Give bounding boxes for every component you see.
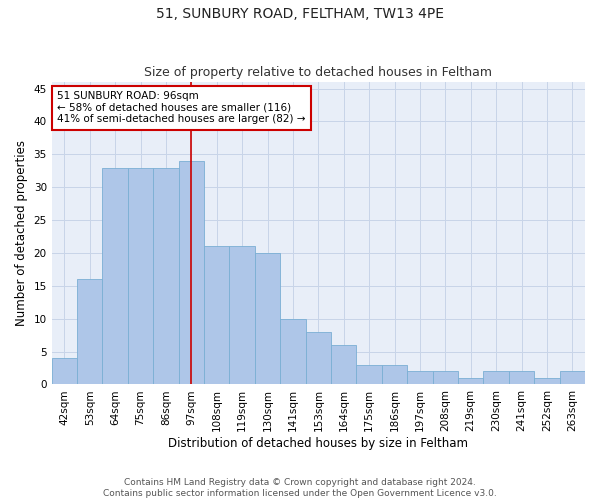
Bar [560,372,585,384]
Text: Contains HM Land Registry data © Crown copyright and database right 2024.
Contai: Contains HM Land Registry data © Crown c… [103,478,497,498]
Bar [484,372,509,384]
Bar [305,332,331,384]
Bar [509,372,534,384]
Bar [128,168,153,384]
Bar [204,246,229,384]
Bar [52,358,77,384]
Text: 51 SUNBURY ROAD: 96sqm
← 58% of detached houses are smaller (116)
41% of semi-de: 51 SUNBURY ROAD: 96sqm ← 58% of detached… [57,91,305,124]
Text: 51, SUNBURY ROAD, FELTHAM, TW13 4PE: 51, SUNBURY ROAD, FELTHAM, TW13 4PE [156,8,444,22]
Bar [458,378,484,384]
Bar [229,246,255,384]
Bar [77,280,103,384]
Bar [331,345,356,385]
X-axis label: Distribution of detached houses by size in Feltham: Distribution of detached houses by size … [169,437,469,450]
Bar [534,378,560,384]
Title: Size of property relative to detached houses in Feltham: Size of property relative to detached ho… [145,66,493,80]
Y-axis label: Number of detached properties: Number of detached properties [15,140,28,326]
Bar [153,168,179,384]
Bar [179,161,204,384]
Bar [433,372,458,384]
Bar [103,168,128,384]
Bar [255,253,280,384]
Bar [280,318,305,384]
Bar [382,364,407,384]
Bar [407,372,433,384]
Bar [356,364,382,384]
